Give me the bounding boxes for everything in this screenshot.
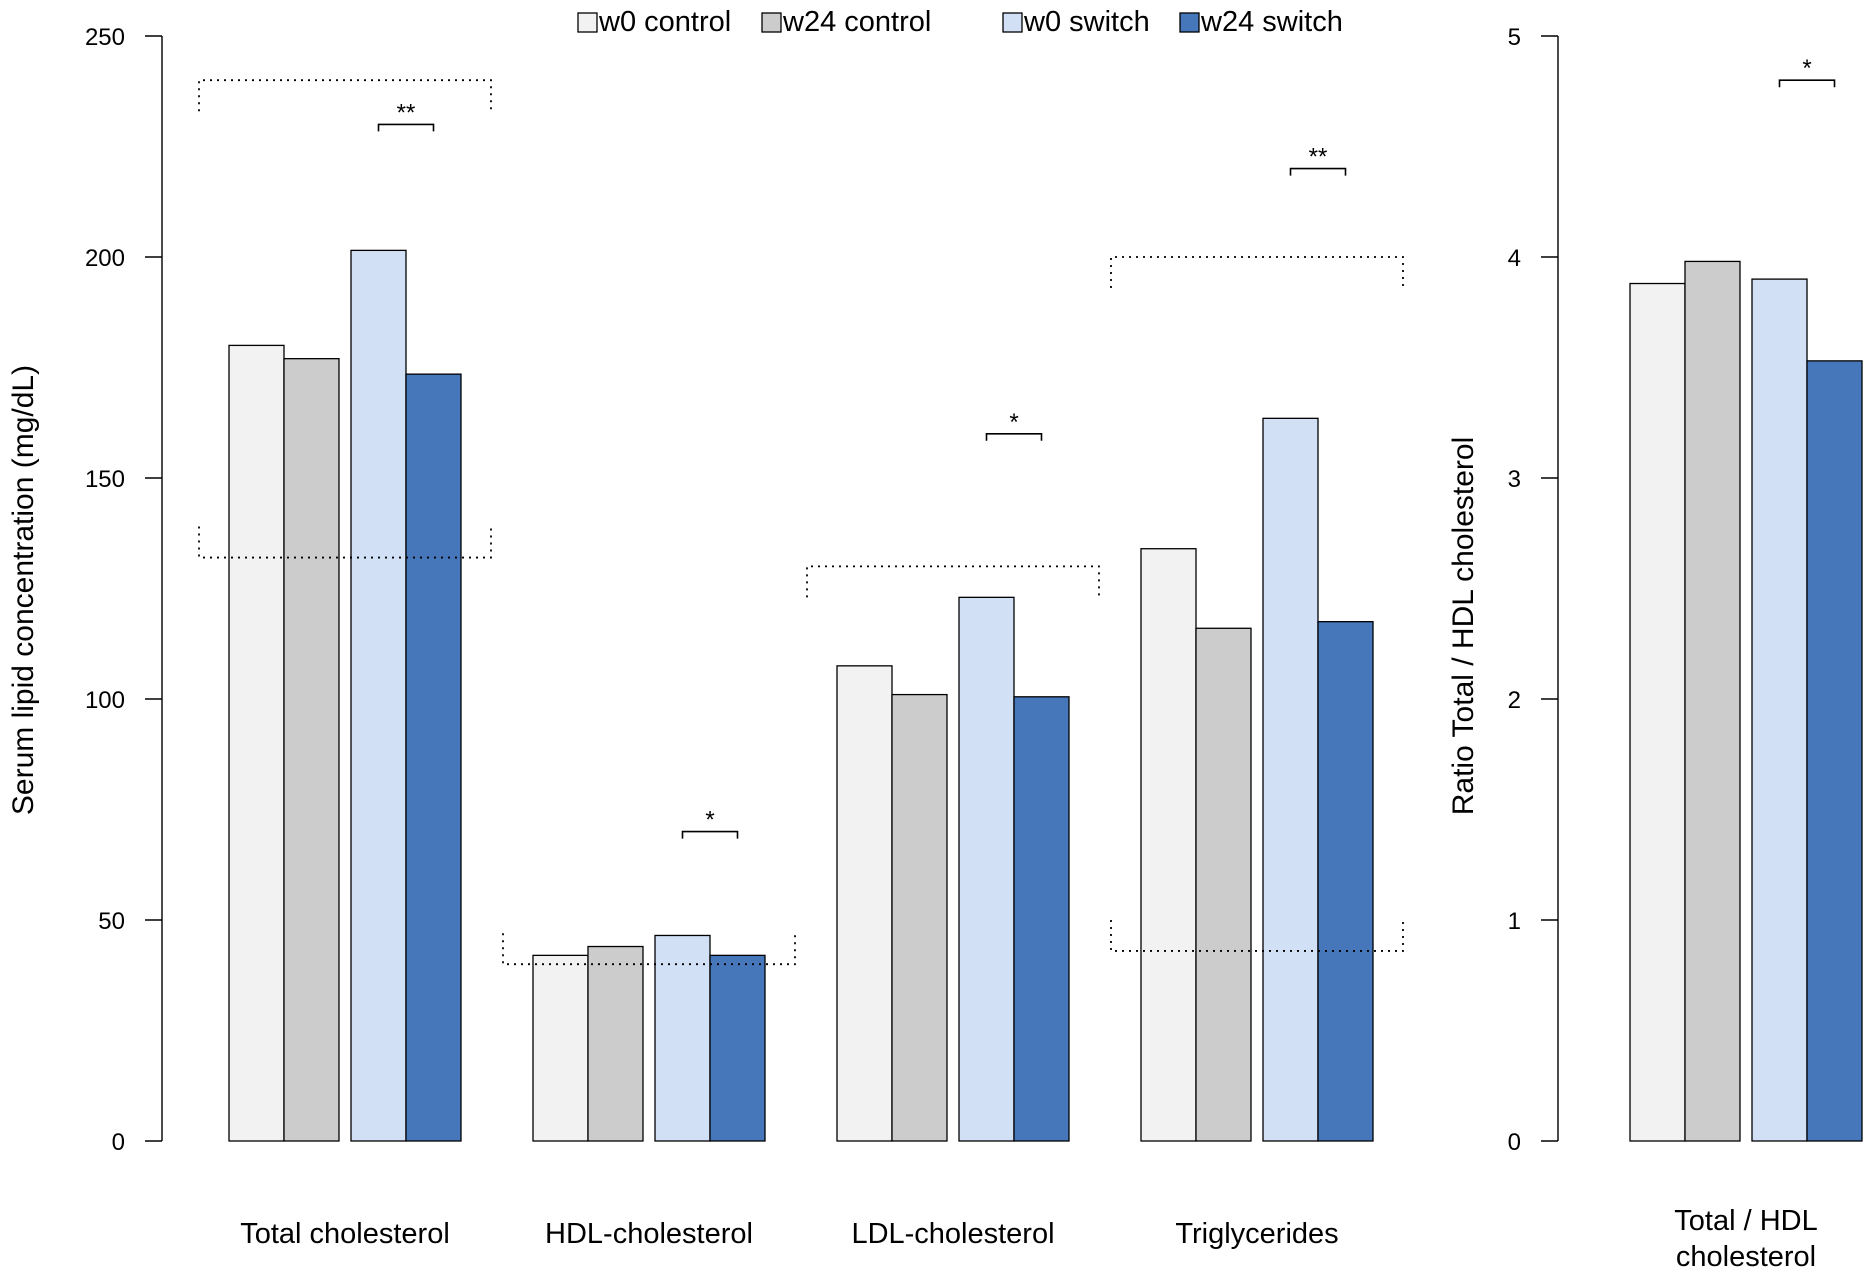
legend-label-w0-switch: w0 switch [1023, 6, 1150, 38]
y-tick-label: 0 [1508, 1129, 1521, 1156]
category-label: Total cholesterol [240, 1218, 450, 1250]
category-label: Triglycerides [1175, 1218, 1338, 1250]
y-tick-label: 1 [1508, 908, 1521, 935]
significance-marker: ** [1309, 144, 1328, 171]
bar-ldl-cholesterol-w0-switch [958, 596, 1015, 1142]
legend-swatch-w24-control [761, 12, 782, 33]
y-tick-label: 150 [85, 466, 125, 493]
bar-total-cholesterol-w24-control [283, 358, 340, 1142]
significance-bracket [1289, 167, 1347, 176]
legend-label-w0-control: w0 control [598, 6, 731, 38]
ratio-panel: 0 1 2 3 4 5 Ratio Total / HDL cholesterol Total… [1447, 24, 1863, 1273]
category-label: Total / HDL [1674, 1205, 1817, 1237]
bar-hdl-cholesterol-w0-switch [654, 934, 711, 1142]
reference-lower-limit [198, 526, 492, 559]
significance-marker: * [1009, 409, 1018, 436]
category-label: HDL-cholesterol [545, 1218, 753, 1250]
bar-total-hdl-cholesterol-w0-control [1629, 282, 1686, 1142]
y-axis-title: Ratio Total / HDL cholesterol [1447, 437, 1480, 816]
reference-lower-limit [502, 933, 796, 966]
significance-marker: ** [397, 99, 416, 126]
bar-total-cholesterol-w0-switch [350, 249, 407, 1142]
reference-upper-limit [806, 565, 1100, 598]
bar-ldl-cholesterol-w24-switch [1013, 696, 1070, 1142]
reference-upper-limit [1110, 256, 1404, 288]
bar-triglycerides-w24-control [1195, 627, 1252, 1142]
legend-swatch-w24-switch [1179, 12, 1200, 33]
bar-total-hdl-cholesterol-w0-switch [1751, 278, 1808, 1142]
y-tick-label: 0 [112, 1129, 125, 1156]
reference-upper-limit [198, 79, 492, 112]
y-tick-label: 250 [85, 24, 125, 51]
bar-total-hdl-cholesterol-w24-control [1684, 260, 1741, 1142]
legend-swatch-w0-switch [1002, 12, 1023, 33]
bar-total-cholesterol-w24-switch [405, 373, 462, 1142]
y-tick-label: 50 [98, 908, 125, 935]
reference-lower-limit [1110, 919, 1404, 952]
legend-label-w24-control: w24 control [782, 6, 931, 38]
y-tick-label: 100 [85, 687, 125, 714]
bar-hdl-cholesterol-w24-switch [709, 954, 766, 1142]
y-tick-label: 200 [85, 245, 125, 272]
bar-ldl-cholesterol-w24-control [891, 693, 948, 1142]
y-tick-label: 2 [1508, 687, 1521, 714]
category-label: cholesterol [1676, 1241, 1816, 1273]
bar-total-hdl-cholesterol-w24-switch [1806, 360, 1863, 1142]
legend-swatch-w0-control [577, 12, 598, 33]
y-axis-title: Serum lipid concentration (mg/dL) [7, 365, 40, 815]
y-tick-label: 5 [1508, 24, 1521, 51]
category-label: LDL-cholesterol [851, 1218, 1054, 1250]
significance-bracket [985, 433, 1043, 441]
significance-marker: * [705, 807, 714, 834]
significance-bracket [1778, 79, 1836, 88]
y-tick-label: 4 [1508, 245, 1521, 272]
bar-ldl-cholesterol-w0-control [836, 665, 893, 1142]
y-tick-label: 3 [1508, 466, 1521, 493]
bar-hdl-cholesterol-w24-control [587, 945, 644, 1142]
legend-label-w24-switch: w24 switch [1200, 6, 1343, 38]
legend: w0 control w24 control w0 switch w24 switch [577, 6, 1343, 38]
bar-hdl-cholesterol-w0-control [532, 954, 589, 1142]
bar-triglycerides-w0-switch [1262, 417, 1319, 1142]
lipid-concentration-panel: 0 50 100 150 200 250 Serum lipid concentration… [7, 24, 1404, 1250]
significance-bracket [681, 830, 739, 839]
bar-total-cholesterol-w0-control [228, 344, 285, 1142]
bar-triglycerides-w0-control [1140, 548, 1197, 1142]
significance-marker: * [1802, 55, 1811, 82]
significance-bracket [377, 123, 435, 132]
bar-triglycerides-w24-switch [1317, 621, 1374, 1142]
